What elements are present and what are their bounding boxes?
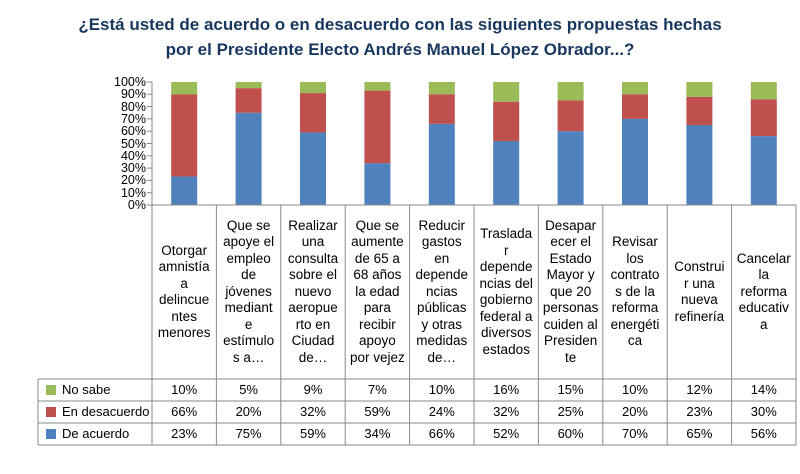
category-label-4: Que se aumente de 65 a 68 años la edad para re… xyxy=(349,217,405,365)
y-tick-label-10: 10% xyxy=(120,185,146,200)
y-tick-label-0: 0% xyxy=(127,198,146,212)
bar-segment-no-sabe-10 xyxy=(750,82,777,100)
legend-label: No sabe xyxy=(62,382,111,397)
table-value-de-acuerdo-4: 34% xyxy=(364,426,391,441)
table-value-en-desacuerdo-3: 32% xyxy=(299,404,326,419)
table-value-en-desacuerdo-2: 20% xyxy=(235,404,262,419)
table-value-no-sabe-7: 15% xyxy=(557,382,584,397)
chart-title-line-1: ¿Está usted de acuerdo o en desacuerdo c… xyxy=(78,15,722,34)
bar-segment-no-sabe-9 xyxy=(686,82,713,97)
legend-no-sabe: No sabe xyxy=(38,379,152,401)
y-tick-label-60: 60% xyxy=(120,124,146,139)
bar-segment-de-acuerdo-3 xyxy=(300,132,326,205)
chart-title: ¿Está usted de acuerdo o en desacuerdo c… xyxy=(0,12,800,62)
table-value-no-sabe-10: 14% xyxy=(750,382,777,397)
table-value-de-acuerdo-1: 23% xyxy=(171,426,198,441)
table-value-de-acuerdo-10: 56% xyxy=(750,426,777,441)
category-label-6: Traslada r depende ncias del gobierno federal… xyxy=(479,226,533,357)
bar-segment-en-desacuerdo-4 xyxy=(364,90,391,164)
category-label-1: Otorgar amnistía a delincue ntes menores xyxy=(157,242,211,341)
legend-key-en-desacuerdo xyxy=(46,407,56,417)
bar-segment-de-acuerdo-7 xyxy=(557,131,584,205)
y-tick-label-40: 40% xyxy=(120,148,146,163)
bar-segment-no-sabe-7 xyxy=(557,82,584,101)
bar-segment-en-desacuerdo-9 xyxy=(686,96,713,126)
category-label-9: Construi r una nueva refinería xyxy=(674,259,725,324)
table-value-de-acuerdo-2: 75% xyxy=(235,426,262,441)
category-label-8: Revisar los contrato s de la reforma energéti… xyxy=(610,234,660,349)
bar-segment-en-desacuerdo-6 xyxy=(493,101,520,142)
bar-segment-en-desacuerdo-10 xyxy=(750,99,777,137)
legend-label: De acuerdo xyxy=(62,426,130,441)
table-value-en-desacuerdo-5: 24% xyxy=(428,404,455,419)
data-table-grid xyxy=(37,204,797,446)
table-value-en-desacuerdo-10: 30% xyxy=(750,404,777,419)
legend-key-de-acuerdo xyxy=(46,429,56,439)
bar-segment-no-sabe-2 xyxy=(235,82,262,89)
bar-series-group xyxy=(171,82,777,205)
table-value-no-sabe-3: 9% xyxy=(303,382,323,397)
table-value-no-sabe-5: 10% xyxy=(428,382,455,397)
y-tick-label-20: 20% xyxy=(120,173,146,188)
table-value-no-sabe-4: 7% xyxy=(367,382,387,397)
legend-en-desacuerdo: En desacuerdo xyxy=(38,401,152,423)
table-value-en-desacuerdo-9: 23% xyxy=(686,404,713,419)
table-value-en-desacuerdo-1: 66% xyxy=(171,404,198,419)
bar-segment-no-sabe-5 xyxy=(428,82,455,95)
table-value-de-acuerdo-7: 60% xyxy=(557,426,584,441)
table-value-no-sabe-1: 10% xyxy=(171,382,198,397)
table-value-en-desacuerdo-7: 25% xyxy=(557,404,584,419)
y-tick-label-90: 90% xyxy=(120,87,146,102)
y-tick-label-50: 50% xyxy=(120,136,146,151)
bar-segment-en-desacuerdo-7 xyxy=(557,100,584,132)
bar-segment-no-sabe-8 xyxy=(622,82,648,95)
table-value-de-acuerdo-6: 52% xyxy=(493,426,520,441)
chart-title-line-2: por el Presidente Electo Andrés Manuel L… xyxy=(165,40,635,59)
category-label-3: Realizar una consulta sobre el nuevo aeropue r… xyxy=(287,217,339,365)
bar-segment-de-acuerdo-2 xyxy=(235,112,262,205)
y-tick-label-100: 100% xyxy=(114,75,146,89)
category-label-10: Cancelar la reforma educativ a xyxy=(736,250,791,332)
bar-segment-no-sabe-6 xyxy=(493,82,520,102)
chart-axes xyxy=(147,81,153,206)
y-tick-label-80: 80% xyxy=(120,99,146,114)
bar-segment-de-acuerdo-9 xyxy=(686,125,713,205)
y-tick-label-30: 30% xyxy=(120,161,146,176)
category-label-7: Desapar ecer el Estado Mayor y que 20 persona… xyxy=(542,217,599,365)
bar-segment-de-acuerdo-1 xyxy=(171,176,198,205)
y-tick-label-70: 70% xyxy=(120,111,146,126)
category-label-2: Que se apoye el empleo de jóvenes mediant e est… xyxy=(223,217,275,365)
bar-segment-no-sabe-4 xyxy=(364,82,391,91)
table-value-no-sabe-9: 12% xyxy=(686,382,713,397)
bar-segment-de-acuerdo-10 xyxy=(750,136,777,205)
category-label-5: Reducir gastos en depende ncias públicas y otr… xyxy=(415,217,469,365)
table-value-no-sabe-2: 5% xyxy=(239,382,258,397)
table-value-de-acuerdo-8: 70% xyxy=(621,426,648,441)
bar-segment-en-desacuerdo-1 xyxy=(171,94,198,177)
bar-segment-de-acuerdo-4 xyxy=(364,163,391,205)
table-value-en-desacuerdo-6: 32% xyxy=(493,404,520,419)
table-value-no-sabe-6: 16% xyxy=(493,382,520,397)
bar-segment-de-acuerdo-8 xyxy=(622,118,648,205)
table-value-en-desacuerdo-8: 20% xyxy=(621,404,648,419)
bar-segment-de-acuerdo-6 xyxy=(493,141,520,205)
bar-segment-en-desacuerdo-5 xyxy=(428,94,455,124)
table-value-de-acuerdo-3: 59% xyxy=(299,426,326,441)
bar-segment-en-desacuerdo-8 xyxy=(622,94,648,119)
legend-label: En desacuerdo xyxy=(62,404,150,419)
table-value-de-acuerdo-5: 66% xyxy=(428,426,455,441)
legend-key-no-sabe xyxy=(46,385,56,395)
table-value-no-sabe-8: 10% xyxy=(621,382,648,397)
bar-segment-no-sabe-1 xyxy=(171,82,198,95)
bar-segment-en-desacuerdo-3 xyxy=(300,93,326,133)
table-value-de-acuerdo-9: 65% xyxy=(686,426,713,441)
bar-segment-en-desacuerdo-2 xyxy=(235,88,262,113)
bar-segment-no-sabe-3 xyxy=(300,82,326,94)
legend-de-acuerdo: De acuerdo xyxy=(38,423,152,445)
table-value-en-desacuerdo-4: 59% xyxy=(364,404,391,419)
bar-segment-de-acuerdo-5 xyxy=(428,123,455,205)
